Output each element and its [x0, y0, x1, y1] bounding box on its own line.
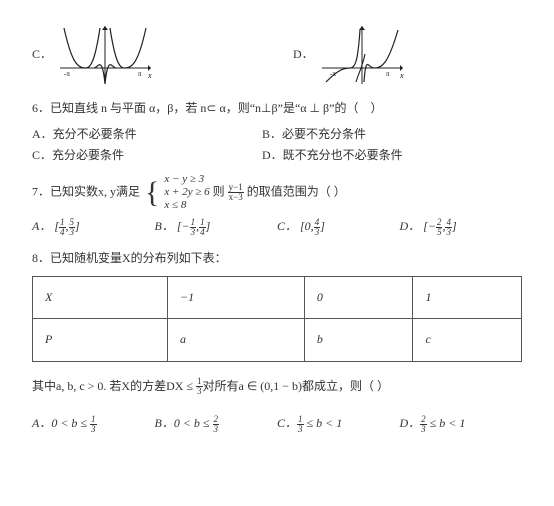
option-label: C． — [32, 44, 52, 66]
q7-stem-mid: 则 — [213, 184, 225, 198]
graph-d: x -π π — [320, 24, 405, 86]
q8-stem: 8．已知随机变量X的分布列如下表： — [32, 248, 522, 270]
eq-line: x ≤ 8 — [164, 199, 186, 211]
cond-pre: 其中a, b, c > 0. 若X的方差DX ≤ — [32, 379, 196, 393]
q8-option-d[interactable]: D．23 ≤ b < 1 — [400, 413, 523, 435]
q6-option-b[interactable]: B．必要不充分条件 — [262, 124, 522, 146]
svg-text:-π: -π — [64, 70, 70, 78]
eq-line: x + 2y ≥ 6 — [164, 186, 209, 198]
q7-option-c[interactable]: C． [0,43] — [277, 216, 400, 238]
q8-option-b[interactable]: B．0 < b ≤ 23 — [155, 413, 278, 435]
q6-option-a[interactable]: A．充分不必要条件 — [32, 124, 262, 146]
table-row: P a b c — [33, 319, 522, 362]
q6-options-row2: C．充分必要条件 D．既不充分也不必要条件 — [32, 145, 522, 167]
table-cell: −1 — [168, 276, 305, 319]
q7-stem-post: 的取值范围为（ ） — [247, 184, 346, 198]
table-cell: b — [304, 319, 413, 362]
q5-option-c[interactable]: C． x -π π — [32, 24, 153, 86]
q6-options-row1: A．充分不必要条件 B．必要不充分条件 — [32, 124, 522, 146]
q7-option-a[interactable]: A． [14,53] — [32, 216, 155, 238]
svg-text:x: x — [147, 71, 152, 80]
table-row: X −1 0 1 — [33, 276, 522, 319]
cond-post: 对所有a ∈ (0,1 − b)都成立，则（ ） — [203, 379, 390, 393]
svg-text:π: π — [386, 70, 390, 78]
table-cell: 0 — [304, 276, 413, 319]
table-cell: X — [33, 276, 168, 319]
q7-fraction: y−1 x−3 — [228, 183, 244, 202]
q6-option-c[interactable]: C．充分必要条件 — [32, 145, 262, 167]
q8-option-c[interactable]: C．13 ≤ b < 1 — [277, 413, 400, 435]
q7-options: A． [14,53] B． [−13,14] C． [0,43] D． [−25… — [32, 216, 522, 238]
q5-option-d[interactable]: D． x -π π — [293, 24, 405, 86]
brace-icon: { — [145, 179, 159, 206]
distribution-table: X −1 0 1 P a b c — [32, 276, 522, 362]
svg-text:x: x — [399, 71, 404, 80]
graph-c: x -π π — [58, 24, 153, 86]
q7-option-b[interactable]: B． [−13,14] — [155, 216, 278, 238]
table-cell: P — [33, 319, 168, 362]
q5-options-row: C． x -π π D． x -π π — [32, 24, 522, 86]
q8-condition: 其中a, b, c > 0. 若X的方差DX ≤ 13对所有a ∈ (0,1 −… — [32, 376, 522, 398]
table-cell: 1 — [413, 276, 522, 319]
eq-line: x − y ≥ 3 — [164, 173, 204, 185]
q7-stem-pre: 7．已知实数x, y满足 — [32, 184, 140, 198]
q7-stem: 7．已知实数x, y满足 { x − y ≥ 3 x + 2y ≥ 6 x ≤ … — [32, 173, 522, 213]
q7-system: x − y ≥ 3 x + 2y ≥ 6 x ≤ 8 — [164, 173, 209, 213]
q8-option-a[interactable]: A．0 < b ≤ 13 — [32, 413, 155, 435]
q7-option-d[interactable]: D． [−25,43] — [400, 216, 523, 238]
table-cell: c — [413, 319, 522, 362]
q6-option-d[interactable]: D．既不充分也不必要条件 — [262, 145, 522, 167]
option-label: D． — [293, 44, 314, 66]
q8-options: A．0 < b ≤ 13 B．0 < b ≤ 23 C．13 ≤ b < 1 D… — [32, 413, 522, 435]
q6-stem: 6．已知直线 n 与平面 α，β，若 n⊂ α，则“n⊥β”是“α ⊥ β”的（… — [32, 98, 522, 120]
table-cell: a — [168, 319, 305, 362]
svg-text:π: π — [138, 70, 142, 78]
